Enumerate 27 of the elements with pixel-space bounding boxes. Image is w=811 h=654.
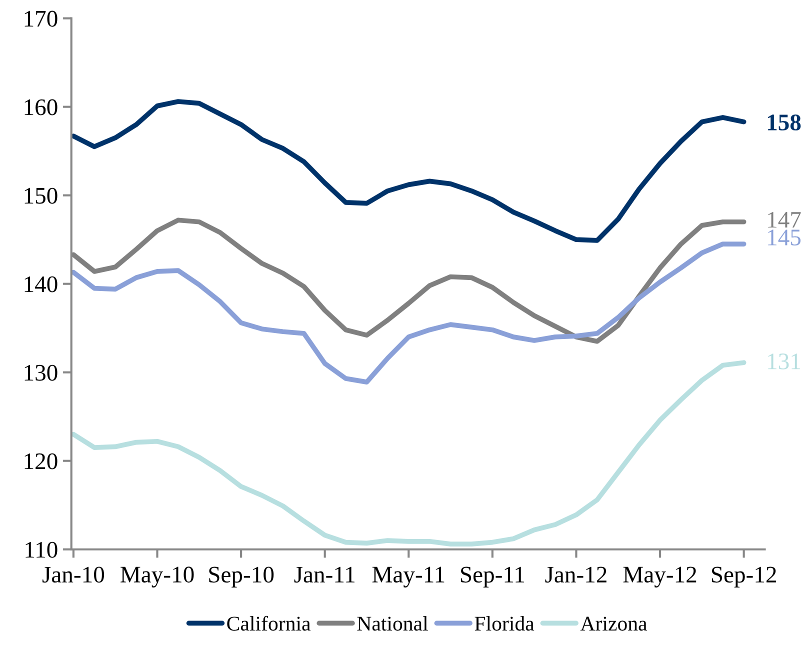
x-tick-label: May-11 bbox=[372, 566, 444, 588]
x-tick-label: Jan-11 bbox=[294, 566, 354, 583]
y-tick-label: 110 bbox=[26, 542, 58, 558]
y-tick-label: 170 bbox=[24, 10, 58, 27]
legend-label: Florida bbox=[474, 616, 534, 631]
y-tick-label: 120 bbox=[24, 453, 58, 470]
x-tick-label: May-10 bbox=[120, 566, 194, 588]
line-series bbox=[71, 242, 746, 385]
line-series bbox=[71, 360, 746, 546]
annotation: 145 bbox=[768, 230, 801, 246]
annotation: 147 bbox=[768, 212, 801, 228]
x-tick-label: Jan-12 bbox=[545, 566, 606, 583]
y-tick-label: 130 bbox=[24, 364, 58, 381]
x-tick-label: Sep-12 bbox=[712, 566, 776, 588]
legend-label: California bbox=[227, 616, 311, 631]
legend-label: National bbox=[357, 616, 428, 631]
y-tick-label: 150 bbox=[24, 188, 58, 204]
y-tick-label: 140 bbox=[24, 276, 58, 292]
x-tick-label: May-12 bbox=[623, 566, 696, 588]
line-series bbox=[71, 99, 746, 243]
x-tick-label: Sep-11 bbox=[461, 566, 524, 588]
x-tick-label: Jan-10 bbox=[42, 566, 104, 583]
x-tick-label: Sep-10 bbox=[209, 566, 274, 588]
y-tick-label: 160 bbox=[24, 99, 58, 116]
annotation: 131 bbox=[768, 354, 800, 370]
legend-label: Arizona bbox=[580, 616, 648, 631]
annotation: 158 bbox=[768, 114, 801, 130]
